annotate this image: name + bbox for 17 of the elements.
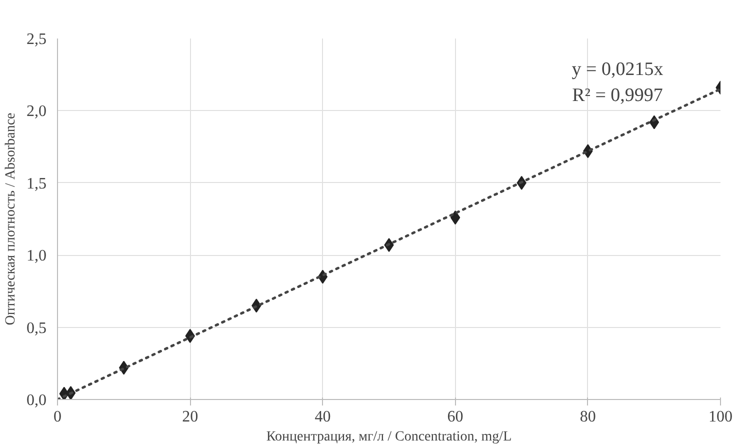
y-tick-label: 2,0 bbox=[26, 103, 46, 120]
x-tick-label: 100 bbox=[708, 408, 732, 426]
annotation: y = 0,0215x bbox=[572, 59, 664, 80]
y-axis-title: Оптическая плотность / Absorbance bbox=[4, 112, 18, 326]
x-axis-title: Концентрация, мг/л / Concentration, mg/L bbox=[266, 430, 512, 444]
x-tick-label: 0 bbox=[54, 408, 62, 426]
y-tick-label: 2,5 bbox=[26, 31, 46, 48]
point bbox=[450, 210, 460, 225]
y-tick-label: 1,0 bbox=[26, 248, 46, 265]
y-tick-label: 0,0 bbox=[26, 392, 46, 409]
y-tick-label: 0,5 bbox=[26, 320, 46, 337]
y-tick-label: 1,5 bbox=[26, 175, 46, 192]
x-tick-label: 40 bbox=[314, 408, 331, 426]
x-tick-label: 20 bbox=[182, 408, 198, 426]
annotation: R² = 0,9997 bbox=[572, 85, 663, 106]
x-tick-label: 60 bbox=[447, 408, 464, 426]
x-tick-label: 80 bbox=[580, 408, 596, 426]
